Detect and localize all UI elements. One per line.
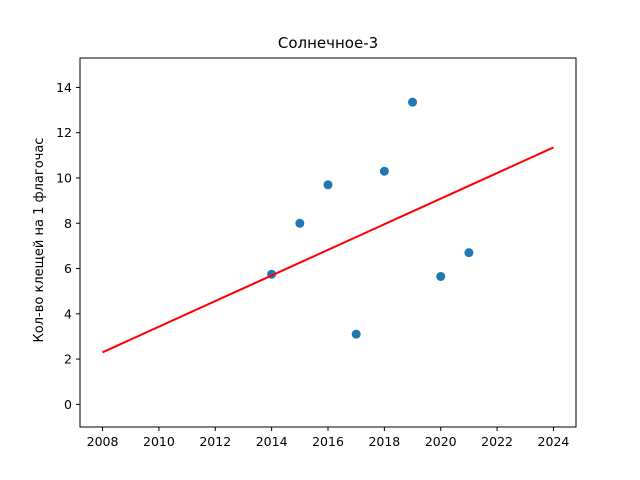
- x-tick-label: 2016: [312, 434, 344, 449]
- y-tick-label: 0: [64, 397, 72, 412]
- data-point: [323, 180, 333, 190]
- x-tick-label: 2012: [199, 434, 231, 449]
- x-tick-label: 2010: [143, 434, 175, 449]
- y-tick-label: 2: [64, 352, 72, 367]
- y-tick-label: 8: [64, 216, 72, 231]
- plot-frame: [79, 57, 577, 428]
- data-point: [295, 218, 305, 228]
- data-point: [408, 97, 418, 107]
- data-point: [464, 248, 474, 258]
- data-point: [351, 329, 361, 339]
- y-tick-label: 12: [56, 125, 72, 140]
- x-tick-label: 2022: [481, 434, 513, 449]
- x-tick-label: 2008: [87, 434, 119, 449]
- y-tick-label: 10: [56, 170, 72, 185]
- trend-line: [102, 146, 554, 354]
- y-axis-label: Кол-во клещей на 1 флагочас: [32, 138, 47, 343]
- chart-title: Солнечное-3: [278, 34, 378, 52]
- y-tick-label: 14: [56, 80, 72, 95]
- y-tick-label: 6: [64, 261, 72, 276]
- x-tick-label: 2018: [368, 434, 400, 449]
- y-tick-label: 4: [64, 306, 72, 321]
- x-tick-label: 2024: [538, 434, 570, 449]
- x-tick-label: 2014: [256, 434, 288, 449]
- data-point: [379, 166, 389, 176]
- x-tick-label: 2020: [425, 434, 457, 449]
- data-point: [436, 271, 446, 281]
- plot-area: 2008 2010 2012 2014 2016 2018 2020 2022 2024 0 2 4 6…: [56, 57, 577, 449]
